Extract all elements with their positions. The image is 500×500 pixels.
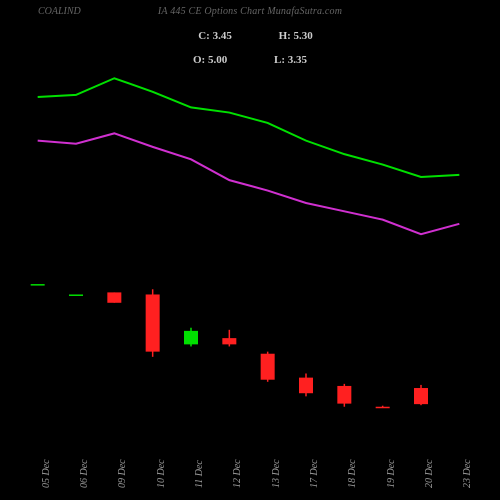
candle-body (69, 294, 83, 296)
plot-area (0, 0, 500, 500)
candle-body (146, 294, 160, 351)
x-tick-label: 20 Dec (424, 459, 441, 488)
x-axis-labels: 05 Dec 06 Dec 09 Dec 10 Dec 11 Dec 12 Dec 13 D… (0, 440, 500, 500)
x-tick-label: 13 Dec (271, 459, 288, 488)
chart-container: { "meta": { "ticker": "COALIND", "title"… (0, 0, 500, 500)
candle-body (376, 407, 390, 409)
x-tick-label: 19 Dec (386, 459, 403, 488)
lower-band-line (38, 133, 460, 234)
x-tick-label: 12 Dec (232, 459, 249, 488)
candle-body (337, 386, 351, 404)
x-tick-label: 10 Dec (156, 459, 173, 488)
x-tick-label: 11 Dec (194, 460, 211, 488)
x-tick-label: 23 Dec (462, 459, 479, 488)
x-tick-label: 17 Dec (309, 459, 326, 488)
candle-body (222, 338, 236, 344)
candle-body (107, 292, 121, 302)
x-tick-label: 18 Dec (347, 459, 364, 488)
upper-band-line (38, 78, 460, 177)
x-tick-label: 05 Dec (41, 459, 58, 488)
candle-body (299, 378, 313, 394)
candle-body (31, 284, 45, 286)
candle-body (184, 331, 198, 345)
candle-body (261, 354, 275, 380)
candle-body (414, 388, 428, 404)
x-tick-label: 06 Dec (79, 459, 96, 488)
x-tick-label: 09 Dec (117, 459, 134, 488)
